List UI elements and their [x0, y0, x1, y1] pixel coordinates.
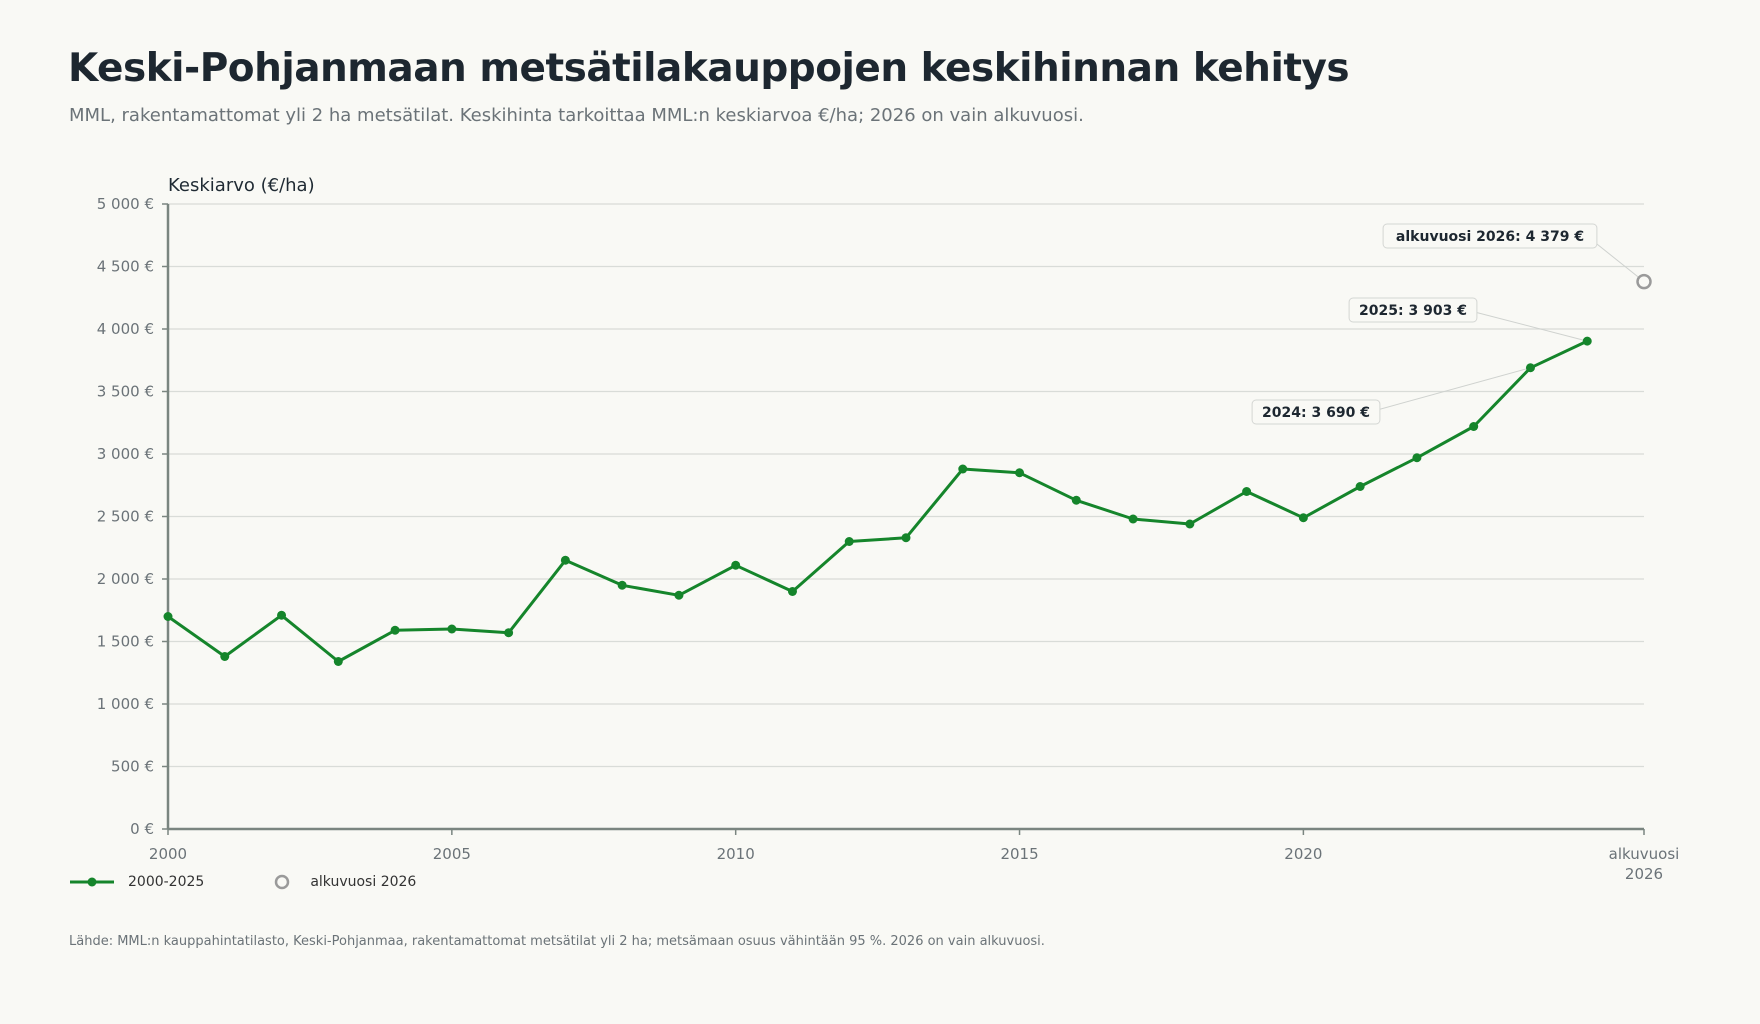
- x-tick-label: 2015: [1000, 845, 1038, 863]
- annotation-label: alkuvuosi 2026: 4 379 €: [1396, 229, 1584, 245]
- gridlines: [168, 203, 1644, 768]
- data-point: [674, 590, 684, 600]
- legend-item-partial: alkuvuosi 2026: [272, 874, 416, 890]
- data-point: [1525, 363, 1535, 373]
- legend-circle-marker: [275, 874, 290, 890]
- data-point: [1412, 453, 1422, 463]
- data-point: [504, 628, 514, 638]
- series-line-2000-2025: [167, 339, 1588, 663]
- data-point: [447, 624, 457, 634]
- legend-label-main: 2000-2025: [128, 874, 205, 890]
- chart-title: Keski-Pohjanmaan metsätilakauppojen kesk…: [68, 46, 1350, 91]
- y-tick-label: 2 500 €: [97, 508, 154, 526]
- y-tick-label: 500 €: [111, 758, 154, 776]
- source-note: Lähde: MML:n kauppahintatilasto, Keski-P…: [69, 934, 1045, 949]
- data-point: [617, 580, 627, 590]
- legend: 2000-2025 alkuvuosi 2026: [68, 874, 484, 890]
- annotation-box: [1382, 223, 1598, 249]
- chart-subtitle: MML, rakentamattomat yli 2 ha metsätilat…: [69, 105, 1084, 126]
- data-point: [1242, 487, 1252, 496]
- annotation-box: [1251, 399, 1381, 425]
- data-point: [333, 657, 343, 666]
- x-tick-label: 2005: [433, 845, 471, 863]
- data-point: [277, 610, 287, 620]
- y-tick-label: 3 000 €: [97, 445, 154, 463]
- annotation-box: [1348, 297, 1478, 323]
- data-point: [1298, 513, 1308, 523]
- x-tick-label: 2010: [717, 845, 755, 863]
- x-axis-ticks: 2000 2005 2010 2015 2020 alkuvuosi 2026: [149, 829, 1679, 883]
- legend-label-partial: alkuvuosi 2026: [310, 874, 417, 890]
- y-tick-label: 0 €: [130, 820, 154, 838]
- annotation-leader: [1369, 367, 1531, 413]
- data-point: [1128, 514, 1138, 524]
- y-axis-title: Keskiarvo (€/ha): [168, 175, 315, 196]
- data-point: [787, 587, 797, 596]
- y-tick-label: 3 500 €: [97, 383, 154, 401]
- data-point: [844, 537, 854, 546]
- data-point: [958, 464, 968, 474]
- y-tick-label: 1 500 €: [97, 633, 154, 651]
- data-point: [163, 612, 173, 621]
- annotation-leader: [1466, 309, 1588, 342]
- annotations: 2024: 3 690 € 2025: 3 903 € alkuvuosi 2026…: [1251, 223, 1645, 425]
- data-point: [1355, 482, 1365, 491]
- series-group: [163, 273, 1652, 666]
- x-tick-label: alkuvuosi 2026: [1609, 845, 1680, 883]
- data-point: [1582, 336, 1592, 346]
- data-point: [731, 560, 741, 570]
- legend-item-main: 2000-2025: [68, 874, 204, 890]
- data-point: [1469, 422, 1479, 431]
- y-tick-label: 4 000 €: [97, 320, 154, 338]
- data-point: [1185, 519, 1195, 529]
- data-point: [901, 533, 911, 543]
- y-tick-label: 5 000 €: [97, 195, 154, 213]
- data-point: [560, 555, 570, 565]
- data-point: [220, 652, 230, 661]
- y-tick-label: 4 500 €: [97, 258, 154, 276]
- legend-line-marker: [70, 877, 114, 887]
- y-tick-label: 2 000 €: [97, 570, 154, 588]
- data-point: [1015, 468, 1025, 478]
- data-point: [390, 625, 400, 635]
- x-tick-label: 2020: [1284, 845, 1322, 863]
- annotation-label: 2024: 3 690 €: [1262, 405, 1370, 421]
- data-point-partial-2026: [1636, 273, 1652, 290]
- y-tick-label: 1 000 €: [97, 695, 154, 713]
- annotation-label: 2025: 3 903 €: [1359, 303, 1467, 319]
- x-tick-label: 2000: [149, 845, 187, 863]
- data-point: [1071, 495, 1081, 505]
- y-axis-ticks: 0 € 500 € 1 000 € 1 500 € 2 000 € 2 500 € 3 00…: [97, 195, 168, 838]
